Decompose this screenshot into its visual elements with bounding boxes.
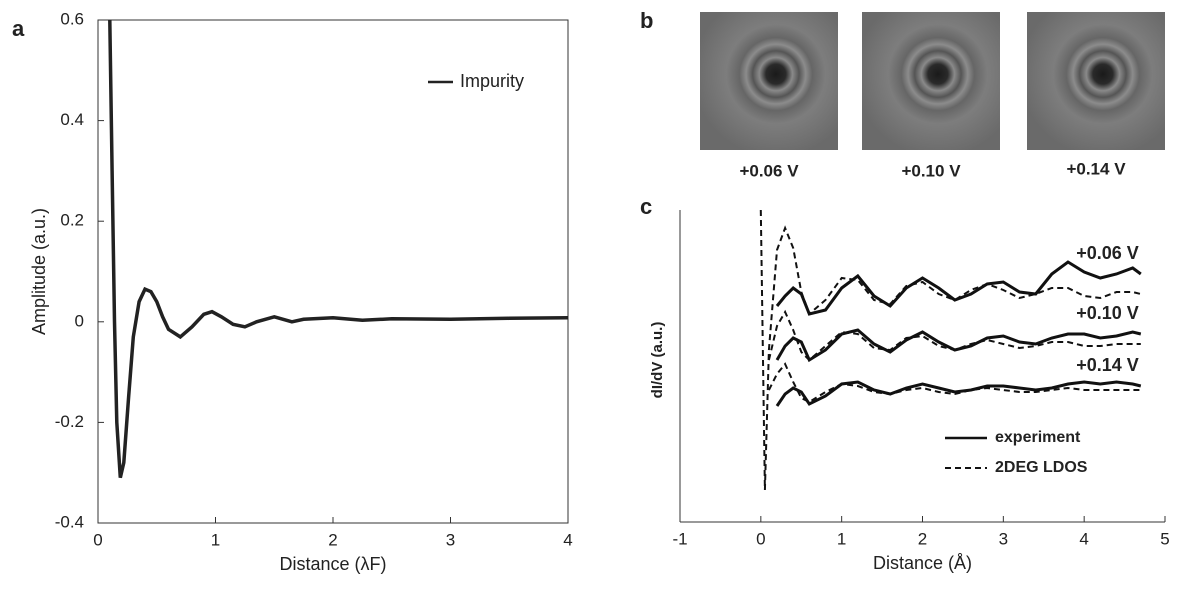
legend-label: experiment [995, 429, 1081, 446]
y-tick-label: -0.4 [55, 512, 84, 531]
y-tick-label: 0.4 [60, 110, 84, 129]
y-tick-label: 0 [75, 311, 84, 330]
y-tick-label: -0.2 [55, 412, 84, 431]
x-tick-label: 2 [328, 530, 337, 549]
curve-label: +0.14 V [1076, 355, 1139, 375]
y-tick-label: 0.2 [60, 211, 84, 230]
experiment-line [775, 380, 1142, 407]
plot-frame [97, 19, 569, 524]
panel-label: c [640, 194, 652, 219]
x-tick-label: 1 [837, 529, 846, 548]
x-tick-label: 2 [918, 529, 927, 548]
x-tick-label: 3 [446, 530, 455, 549]
y-tick-label: 0.6 [60, 9, 84, 28]
x-tick-label: 0 [93, 530, 102, 549]
image-label: +0.14 V [1066, 159, 1126, 178]
x-axis-label: Distance (λF) [279, 554, 386, 574]
x-tick-label: 3 [999, 529, 1008, 548]
ldos-line [759, 209, 1142, 491]
panel-label: b [640, 8, 653, 33]
ldos-line [768, 362, 1141, 404]
x-tick-label: 4 [563, 530, 572, 549]
x-tick-label: 0 [756, 529, 765, 548]
image-label: +0.06 V [739, 161, 799, 180]
image-label: +0.10 V [901, 161, 961, 180]
experiment-line [775, 328, 1142, 363]
legend-label: 2DEG LDOS [995, 459, 1088, 476]
stm-image [700, 12, 838, 150]
stm-image [1027, 12, 1165, 150]
curve-label: +0.10 V [1076, 303, 1139, 323]
stm-image [862, 12, 1000, 150]
x-tick-label: -1 [672, 529, 687, 548]
experiment-line [775, 260, 1142, 316]
ldos-line [767, 309, 1141, 362]
x-tick-label: 4 [1079, 529, 1088, 548]
curve-label: +0.06 V [1076, 243, 1139, 263]
x-tick-label: 5 [1160, 529, 1169, 548]
legend-label: Impurity [460, 71, 524, 91]
y-axis-label: Amplitude (a.u.) [29, 208, 49, 335]
line [108, 19, 569, 479]
x-tick-label: 1 [211, 530, 220, 549]
x-axis-label: Distance (Å) [873, 553, 972, 573]
panel-label: a [12, 16, 25, 41]
y-axis-label: dI/dV (a.u.) [649, 322, 666, 399]
